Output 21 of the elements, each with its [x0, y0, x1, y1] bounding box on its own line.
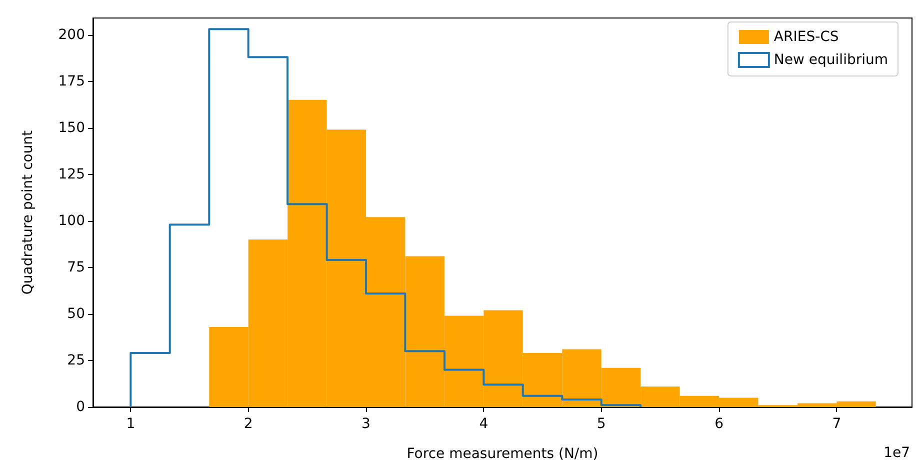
x-tick-label: 3 [362, 416, 370, 432]
legend-label: ARIES-CS [774, 29, 839, 45]
x-tick-label: 1 [126, 416, 136, 432]
y-tick-label: 0 [76, 399, 85, 415]
x-axis-title: Force measurements (N/m) [406, 446, 598, 462]
y-tick-label: 175 [58, 73, 85, 90]
x-tick-label: 7 [832, 416, 842, 432]
y-tick-label: 150 [58, 120, 85, 136]
x-tick-label: 6 [714, 416, 724, 432]
y-tick-label: 50 [67, 306, 85, 322]
y-tick-label: 25 [67, 352, 85, 368]
text: 1e7 [884, 445, 910, 461]
y-tick-label: 200 [58, 26, 85, 43]
y-tick-label: 100 [58, 212, 85, 229]
x-tick-label: 2 [244, 416, 253, 432]
y-tick-label: 125 [58, 166, 85, 182]
x-tick-label: 4 [479, 416, 488, 432]
legend-label: New equilibrium [774, 52, 888, 68]
y-tick-label: 75 [67, 259, 85, 276]
y-axis-title: Quadrature point count [20, 130, 36, 295]
x-tick-label: 5 [596, 416, 606, 432]
